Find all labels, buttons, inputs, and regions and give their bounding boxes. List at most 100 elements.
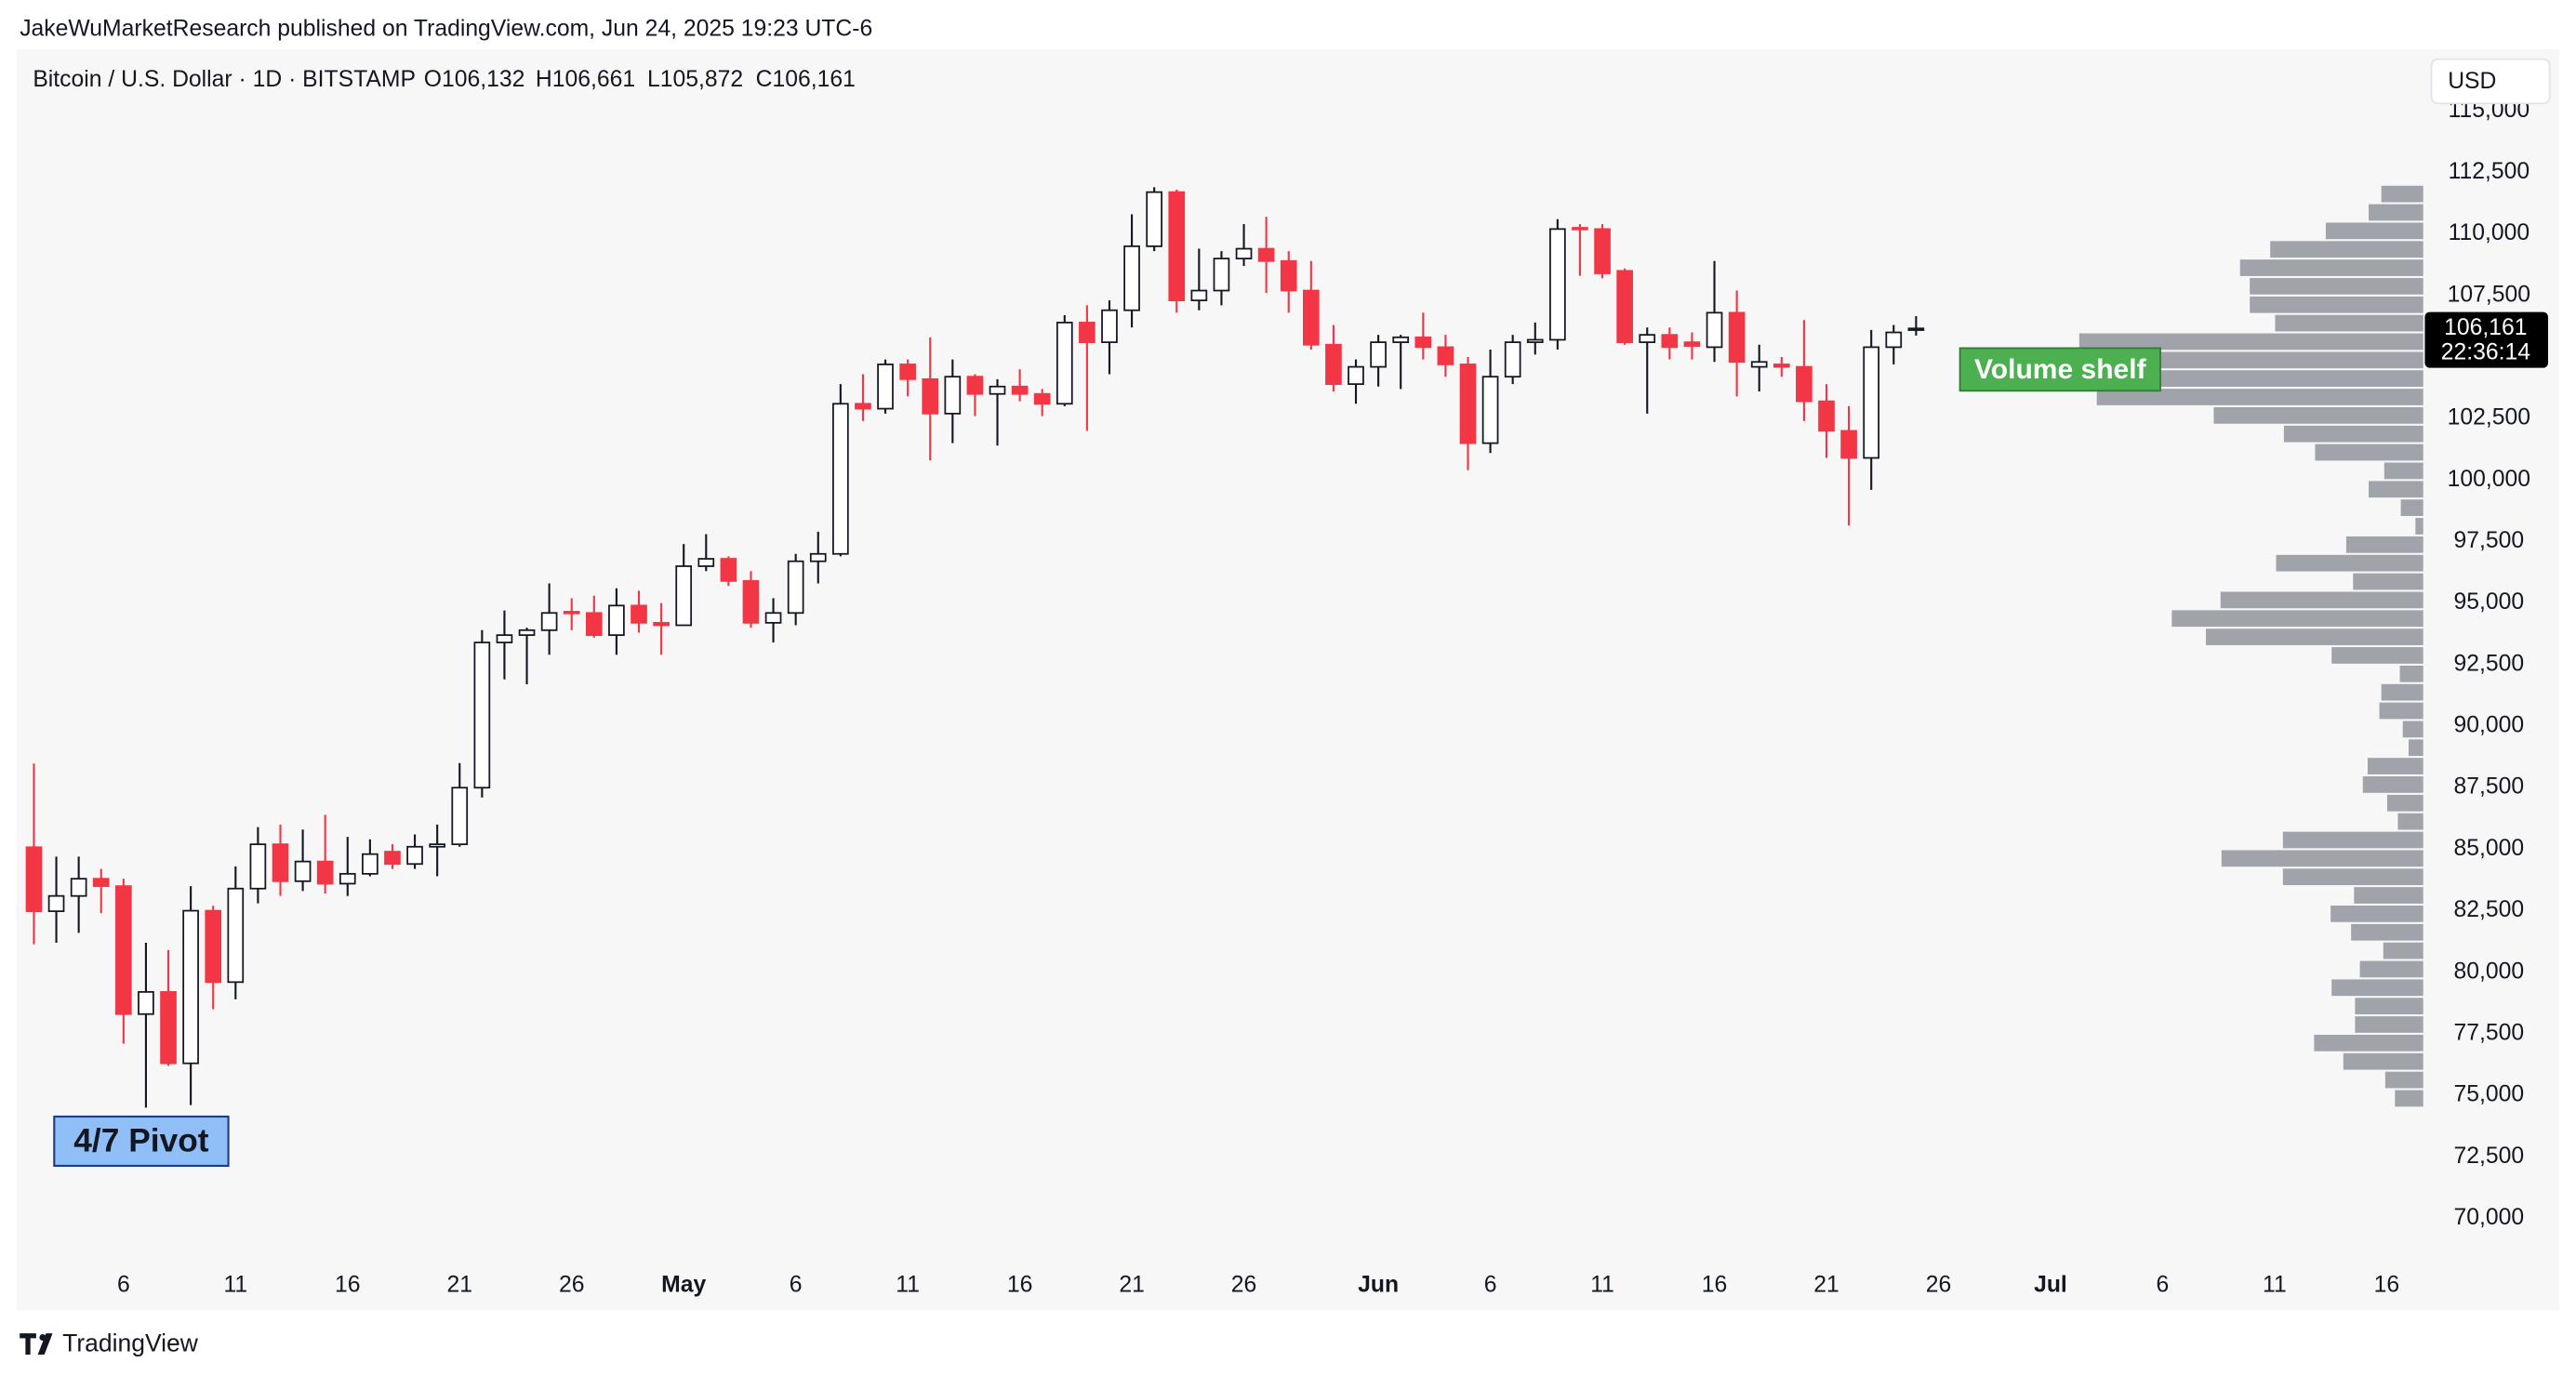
- x-tick-label: 16: [2374, 1272, 2400, 1297]
- last-price-box: [2424, 311, 2548, 368]
- volume-bar: [2221, 850, 2423, 867]
- volume-bar: [2315, 443, 2423, 461]
- candle-body: [1392, 336, 1410, 343]
- x-tick-label: Jul: [2034, 1272, 2067, 1297]
- last-price-label: 106,161: [2444, 315, 2527, 340]
- candle-body: [720, 558, 737, 582]
- candle-body: [563, 611, 580, 615]
- volume-bar: [2369, 204, 2423, 221]
- x-tick-label: 11: [1590, 1272, 1614, 1297]
- candle-body: [1750, 361, 1768, 368]
- candle-body: [585, 612, 603, 636]
- volume-bar: [2239, 259, 2423, 276]
- candle-body: [473, 642, 491, 789]
- candle-body: [496, 634, 513, 643]
- candle-body: [1616, 270, 1633, 343]
- candle-body: [1683, 341, 1701, 347]
- candle-body: [249, 843, 267, 890]
- candle-body: [406, 845, 423, 866]
- x-tick-label: 16: [335, 1272, 361, 1297]
- ohlc-high: H106,661: [536, 67, 635, 92]
- volume-bar: [2395, 1090, 2423, 1107]
- volume-bar: [2275, 314, 2423, 332]
- volume-bar: [2213, 406, 2423, 424]
- x-tick-label: 21: [1813, 1272, 1839, 1297]
- candle-body: [227, 887, 245, 984]
- volume-bar: [2354, 887, 2423, 904]
- shelf-annotation: Volume shelf: [1974, 354, 2147, 385]
- candle-body: [1414, 336, 1432, 349]
- candle-body: [1079, 322, 1095, 343]
- volume-bar: [2402, 721, 2423, 738]
- candle-body: [1661, 334, 1679, 349]
- x-tick-label: Jun: [1358, 1272, 1399, 1297]
- chart-background: [16, 48, 2560, 1311]
- x-tick-label: 6: [790, 1272, 803, 1297]
- volume-bar: [2096, 389, 2423, 405]
- brand-logo: [20, 1333, 53, 1356]
- volume-bar: [2383, 942, 2423, 959]
- volume-bar: [2276, 554, 2423, 572]
- candle-body: [608, 604, 625, 636]
- pivot-box: [53, 1115, 230, 1167]
- candle-body: [25, 846, 43, 912]
- volume-bar: [2383, 462, 2423, 480]
- volume-bar: [2331, 979, 2423, 997]
- candle-body: [451, 787, 469, 845]
- candle-body: [138, 991, 154, 1015]
- currency-label[interactable]: USD: [2448, 69, 2496, 94]
- candle-body: [787, 560, 804, 615]
- candle-body: [272, 843, 289, 882]
- y-tick-label: 95,000: [2454, 589, 2525, 615]
- candle-body: [1885, 331, 1903, 349]
- candle-body: [1437, 346, 1454, 365]
- x-tick-label: 11: [2263, 1272, 2287, 1297]
- volume-bar: [2362, 776, 2423, 793]
- candle-body: [1706, 311, 1723, 349]
- x-tick-label: 26: [1231, 1272, 1257, 1297]
- x-tick-label: 21: [1119, 1272, 1145, 1297]
- x-tick-label: 16: [1702, 1272, 1728, 1297]
- symbol-title: Bitcoin / U.S. Dollar · 1D · BITSTAMP: [33, 67, 416, 92]
- x-tick-label: 6: [2157, 1272, 2170, 1297]
- candle-body: [182, 909, 199, 1065]
- x-tick-label: 11: [896, 1272, 920, 1297]
- volume-bar: [2206, 628, 2423, 645]
- currency-box[interactable]: [2430, 58, 2551, 105]
- candle-body: [1213, 258, 1230, 292]
- volume-bar: [2369, 481, 2423, 498]
- y-tick-label: 90,000: [2454, 713, 2525, 738]
- logo-part: [37, 1333, 53, 1356]
- candle-body: [1325, 343, 1342, 385]
- volume-bar: [2250, 296, 2423, 313]
- candle-body: [1504, 341, 1521, 378]
- candle-body: [1796, 365, 1812, 403]
- volume-bar: [2351, 923, 2423, 941]
- x-tick-label: 6: [1484, 1272, 1497, 1297]
- volume-profile: [1998, 185, 2423, 1107]
- candle-body: [1190, 289, 1208, 301]
- volume-bar: [2282, 868, 2423, 886]
- candle-body: [653, 621, 670, 627]
- candle-body: [429, 843, 445, 848]
- candle-body: [1257, 247, 1275, 262]
- candle-body: [1348, 365, 1364, 385]
- volume-bar: [2397, 813, 2423, 830]
- y-tick-label: 107,500: [2448, 282, 2530, 307]
- candle-body: [899, 364, 916, 380]
- candle-body: [675, 565, 693, 627]
- candle-body: [1594, 228, 1611, 274]
- candle-body: [1146, 191, 1163, 247]
- candle-body: [922, 377, 939, 415]
- candle-body: [989, 385, 1006, 395]
- axes: 70,000 72,500 75,000 77,500 80,000 82,500 85,0…: [117, 98, 2548, 1297]
- candle-body: [115, 885, 132, 1015]
- candle-body: [205, 909, 222, 984]
- volume-bar: [2314, 1034, 2423, 1052]
- volume-bar: [2381, 185, 2423, 203]
- volume-bar: [2359, 960, 2423, 978]
- candle-body: [966, 376, 984, 395]
- candle-body: [518, 628, 536, 636]
- candle-body: [1370, 341, 1387, 368]
- candle-body: [1639, 334, 1656, 343]
